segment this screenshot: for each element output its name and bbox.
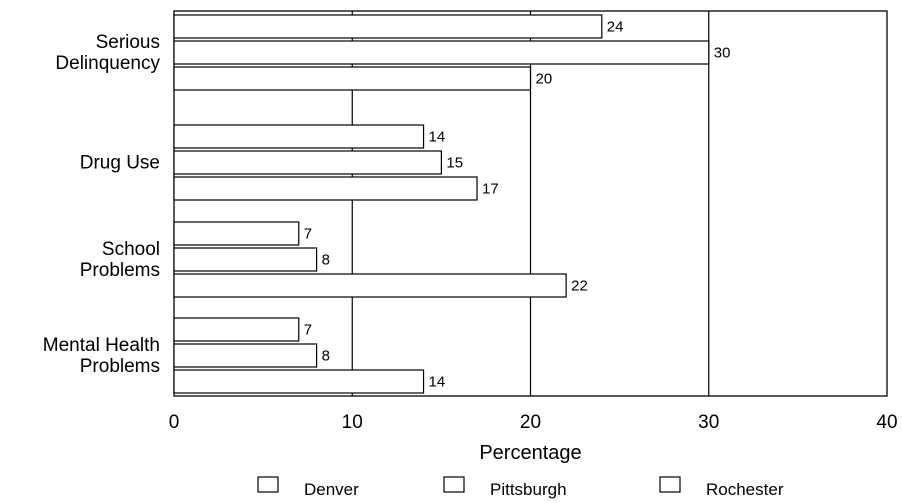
data-label-pittsburgh-1: 15 [446,155,463,172]
data-label-pittsburgh-2: 8 [322,252,330,269]
x-tick-label-30: 30 [698,412,719,433]
data-label-rochester-2: 22 [571,278,588,295]
x-tick-label-20: 20 [520,412,541,433]
bar-rochester-2 [173,273,567,298]
x-tick-label-10: 10 [342,412,363,433]
bar-denver-2 [173,221,300,246]
x-tick-label-40: 40 [876,412,897,433]
bar-pittsburgh-2 [173,247,318,272]
legend-label-denver: Denver [304,480,359,499]
x-tick-label-0: 0 [169,412,180,433]
bar-pittsburgh-3 [173,343,318,368]
bar-denver-1 [173,124,425,149]
data-label-denver-0: 24 [607,19,624,36]
data-label-denver-2: 7 [304,226,312,243]
data-label-rochester-3: 14 [429,374,446,391]
bar-rochester-1 [173,176,478,201]
bar-denver-0 [173,14,603,39]
bar-pittsburgh-0 [173,40,710,65]
bar-pittsburgh-1 [173,150,442,175]
bar-rochester-0 [173,66,532,91]
data-label-pittsburgh-0: 30 [714,45,731,62]
bar-rochester-3 [173,369,425,394]
data-label-denver-1: 14 [429,129,446,146]
category-label-0: Serious Delinquency [55,32,160,74]
data-label-rochester-1: 17 [482,181,499,198]
data-label-pittsburgh-3: 8 [322,348,330,365]
legend-swatch-pittsburgh [443,476,465,493]
category-label-1: Drug Use [80,153,160,174]
category-label-2: School Problems [80,239,160,281]
x-axis-title: Percentage [479,442,581,464]
category-label-3: Mental Health Problems [43,335,160,377]
data-label-denver-3: 7 [304,322,312,339]
bar-denver-3 [173,317,300,342]
legend-swatch-denver [257,476,279,493]
legend-label-pittsburgh: Pittsburgh [490,480,567,499]
data-label-rochester-0: 20 [536,71,553,88]
legend-swatch-rochester [659,476,681,493]
legend-label-rochester: Rochester [706,480,784,499]
